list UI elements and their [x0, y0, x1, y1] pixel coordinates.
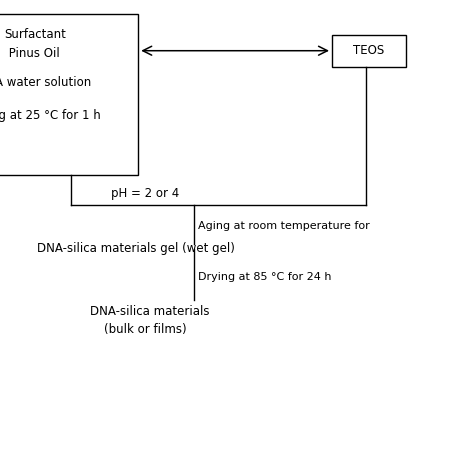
Text: (bulk or films): (bulk or films) [104, 323, 186, 336]
Text: Drying at 85 °C for 24 h: Drying at 85 °C for 24 h [198, 272, 332, 282]
Text: Aging at room temperature for: Aging at room temperature for [198, 221, 370, 231]
Text: pH = 2 or 4: pH = 2 or 4 [111, 187, 179, 200]
Text: TEOS: TEOS [353, 44, 384, 57]
Text: ng at 25 °C for 1 h: ng at 25 °C for 1 h [0, 109, 100, 122]
Text: Surfactant: Surfactant [5, 28, 66, 41]
Text: DNA-silica materials gel (wet gel): DNA-silica materials gel (wet gel) [37, 242, 235, 255]
Polygon shape [332, 35, 406, 67]
Text: A water solution: A water solution [0, 77, 92, 89]
Text: Pinus Oil: Pinus Oil [5, 47, 59, 59]
Text: DNA-silica materials: DNA-silica materials [90, 305, 209, 318]
